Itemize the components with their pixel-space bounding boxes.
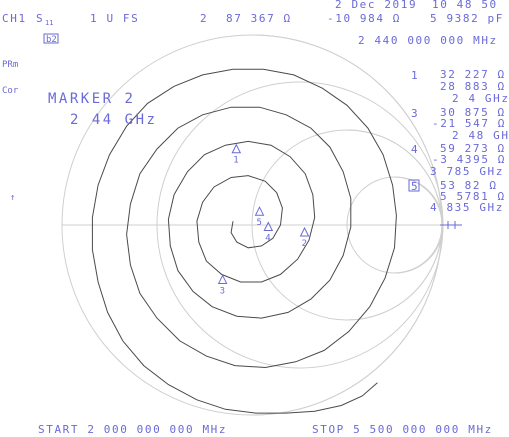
marker-1-label: 1 — [233, 156, 238, 166]
marker-table-number: 3 — [411, 107, 419, 120]
s11-trace — [91, 68, 397, 414]
marker-table: 1 32 227 Ω 28 883 Ω 2 4 GHz 3 30 875 Ω -… — [408, 68, 509, 214]
marker-1-icon — [231, 143, 242, 154]
marker-table-frequency: 4 835 GHz — [430, 201, 504, 214]
sweep-stop: STOP 5 500 000 000 MHz — [312, 423, 493, 436]
marker-table-number: 1 — [411, 69, 419, 82]
marker-3-label: 3 — [220, 286, 225, 296]
marker-table-frequency: 2 4 GHz — [452, 92, 509, 105]
marker-table-frequency: 3 785 GHz — [430, 165, 504, 178]
up-arrow-icon: ↑ — [10, 193, 15, 203]
status-icon: b2 — [46, 35, 57, 45]
marker-2-label: 2 — [302, 239, 307, 249]
left-panel: b2 PRm Cor ↑ — [2, 33, 59, 203]
param-label: S — [36, 12, 44, 25]
s11-trace-layer — [91, 68, 397, 414]
marker-table-frequency: 2 48 GHz — [452, 129, 509, 142]
marker-table-resistance: 32 227 Ω — [440, 68, 506, 81]
marker-table-row-3: 3 30 875 Ω -21 547 Ω 2 48 GHz — [411, 106, 509, 142]
marker-table-resistance: 59 273 Ω — [440, 142, 506, 155]
marker-title-line2: 2 44 GHz — [70, 112, 157, 128]
marker-table-row-4: 4 59 273 Ω -3 4395 Ω 3 785 GHz — [411, 142, 506, 178]
smith-chart-grid — [61, 34, 444, 416]
format-label: 1 U FS — [90, 12, 139, 25]
marker-4-label: 4 — [265, 233, 270, 243]
marker-5-icon — [254, 206, 265, 216]
marker-capacitance: 5 9382 pF — [430, 12, 504, 25]
marker-table-number: 5 — [411, 180, 419, 193]
active-marker-number: 2 — [200, 12, 208, 25]
time-readout: 10 48 50 — [432, 0, 498, 11]
marker-resistance: 87 367 Ω — [226, 12, 292, 25]
date-readout: 2 Dec 2019 — [335, 0, 417, 11]
marker-table-number: 4 — [411, 143, 419, 156]
marker-4-icon — [263, 221, 274, 231]
marker-frequency: 2 440 000 000 MHz — [358, 34, 498, 47]
marker-table-row-5: 5 53 82 Ω 5 5781 Ω 4 835 GHz — [408, 179, 506, 214]
footer: START 2 000 000 000 MHz STOP 5 500 000 0… — [38, 423, 493, 436]
cor-indicator: Cor — [2, 86, 19, 96]
marker-table-reactance: -21 547 Ω — [432, 117, 506, 130]
marker-title-line1: MARKER 2 — [48, 91, 135, 107]
marker-table-resistance: 53 82 Ω — [440, 179, 498, 192]
reference-ticks — [440, 221, 462, 229]
marker-title: MARKER 2 2 44 GHz — [48, 91, 157, 128]
marker-table-reactance: 28 883 Ω — [440, 80, 506, 93]
marker-table-row-1: 1 32 227 Ω 28 883 Ω 2 4 GHz — [411, 68, 509, 105]
marker-table-reactance: -3 4395 Ω — [432, 153, 506, 166]
marker-5-label: 5 — [257, 218, 262, 228]
marker-layer: 1 2 3 45 — [217, 143, 310, 296]
prm-indicator: PRm — [2, 60, 18, 70]
param-subscript: 11 — [45, 19, 53, 27]
marker-3-icon — [217, 274, 228, 284]
marker-table-resistance: 30 875 Ω — [440, 106, 506, 119]
marker-reactance: -10 984 Ω — [327, 12, 401, 25]
marker-table-reactance: 5 5781 Ω — [440, 190, 506, 203]
sweep-start: START 2 000 000 000 MHz — [38, 423, 227, 436]
channel-label: CH1 — [2, 12, 27, 25]
marker-2-icon — [299, 226, 310, 237]
header: CH1 S 11 1 U FS 2 87 367 Ω 2 Dec 2019 10… — [2, 0, 504, 47]
